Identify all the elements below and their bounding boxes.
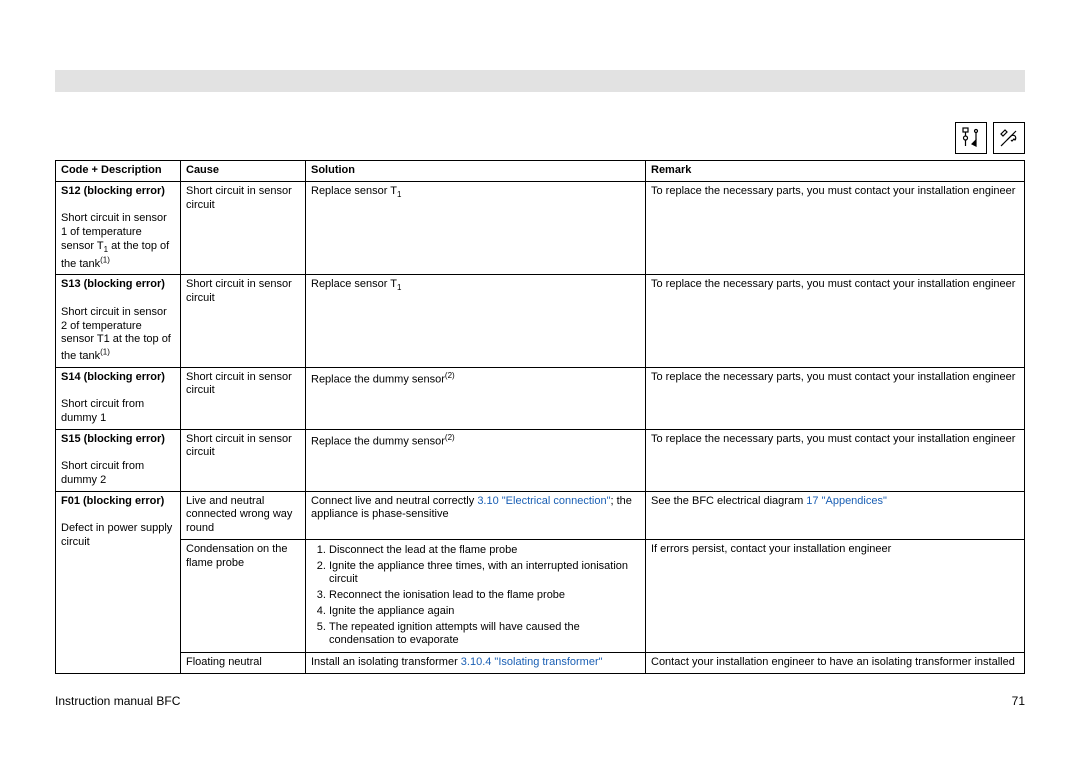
table-row: S12 (blocking error) Short circuit in se… — [56, 181, 1025, 275]
header-grey-bar — [55, 70, 1025, 92]
cell-solution: Replace sensor T1 — [306, 181, 646, 275]
cell-code: F01 (blocking error) Defect in power sup… — [56, 491, 181, 673]
code-desc: Short circuit in sensor 2 of temperature… — [61, 306, 171, 362]
header-remark: Remark — [646, 161, 1025, 182]
header-code: Code + Description — [56, 161, 181, 182]
code-bold: S12 (blocking error) — [61, 185, 165, 197]
cell-cause: Floating neutral — [181, 653, 306, 674]
step: The repeated ignition attempts will have… — [329, 620, 640, 650]
header-cause: Cause — [181, 161, 306, 182]
cell-remark: To replace the necessary parts, you must… — [646, 429, 1025, 491]
diagnostic-icon — [955, 122, 987, 154]
cell-remark: To replace the necessary parts, you must… — [646, 181, 1025, 275]
table-header-row: Code + Description Cause Solution Remark — [56, 161, 1025, 182]
step: Reconnect the ionisation lead to the fla… — [329, 588, 640, 604]
cell-remark: To replace the necessary parts, you must… — [646, 367, 1025, 429]
code-desc: Short circuit from dummy 2 — [61, 460, 144, 486]
footer: Instruction manual BFC 71 — [55, 694, 1025, 708]
code-bold: F01 (blocking error) — [61, 495, 164, 507]
footer-left: Instruction manual BFC — [55, 694, 180, 708]
code-bold: S14 (blocking error) — [61, 371, 165, 383]
link-isolating: 3.10.4 "Isolating transformer" — [461, 656, 603, 668]
table-row: S14 (blocking error) Short circuit from … — [56, 367, 1025, 429]
cell-remark: If errors persist, contact your installa… — [646, 539, 1025, 652]
error-table: Code + Description Cause Solution Remark… — [55, 160, 1025, 674]
cell-code: S15 (blocking error) Short circuit from … — [56, 429, 181, 491]
cell-remark: To replace the necessary parts, you must… — [646, 275, 1025, 367]
remark-pre: See the BFC electrical diagram — [651, 495, 806, 507]
table-row: F01 (blocking error) Defect in power sup… — [56, 491, 1025, 539]
cell-remark: See the BFC electrical diagram 17 "Appen… — [646, 491, 1025, 539]
cell-code: S14 (blocking error) Short circuit from … — [56, 367, 181, 429]
table-row: Floating neutral Install an isolating tr… — [56, 653, 1025, 674]
cell-cause: Short circuit in sensor circuit — [181, 367, 306, 429]
cell-solution: Install an isolating transformer 3.10.4 … — [306, 653, 646, 674]
solution-pre: Connect live and neutral correctly — [311, 495, 477, 507]
step: Ignite the appliance again — [329, 604, 640, 620]
cell-cause: Condensation on the flame probe — [181, 539, 306, 652]
cell-code: S13 (blocking error) Short circuit in se… — [56, 275, 181, 367]
cell-cause: Short circuit in sensor circuit — [181, 275, 306, 367]
code-bold: S15 (blocking error) — [61, 433, 165, 445]
cell-code: S12 (blocking error) Short circuit in se… — [56, 181, 181, 275]
table-row: S13 (blocking error) Short circuit in se… — [56, 275, 1025, 367]
cell-cause: Live and neutral connected wrong way rou… — [181, 491, 306, 539]
code-bold: S13 (blocking error) — [61, 278, 165, 290]
cell-solution: Connect live and neutral correctly 3.10 … — [306, 491, 646, 539]
cell-cause: Short circuit in sensor circuit — [181, 429, 306, 491]
cell-cause: Short circuit in sensor circuit — [181, 181, 306, 275]
header-solution: Solution — [306, 161, 646, 182]
tools-icon — [993, 122, 1025, 154]
cell-solution: Replace the dummy sensor(2) — [306, 367, 646, 429]
code-desc: Short circuit from dummy 1 — [61, 398, 144, 424]
cell-remark: Contact your installation engineer to ha… — [646, 653, 1025, 674]
icon-row — [40, 122, 1025, 154]
steps-list: Disconnect the lead at the flame probe I… — [311, 543, 640, 649]
table-row: Condensation on the flame probe Disconne… — [56, 539, 1025, 652]
code-desc: Defect in power supply circuit — [61, 522, 172, 548]
footer-right: 71 — [1012, 694, 1025, 708]
step: Disconnect the lead at the flame probe — [329, 543, 640, 559]
cell-solution: Disconnect the lead at the flame probe I… — [306, 539, 646, 652]
cell-solution: Replace the dummy sensor(2) — [306, 429, 646, 491]
solution-pre: Install an isolating transformer — [311, 656, 461, 668]
code-desc: Short circuit in sensor 1 of temperature… — [61, 212, 169, 269]
table-row: S15 (blocking error) Short circuit from … — [56, 429, 1025, 491]
step: Ignite the appliance three times, with a… — [329, 559, 640, 589]
link-electrical: 3.10 "Electrical connection" — [477, 495, 610, 507]
cell-solution: Replace sensor T1 — [306, 275, 646, 367]
link-appendices: 17 "Appendices" — [806, 495, 887, 507]
